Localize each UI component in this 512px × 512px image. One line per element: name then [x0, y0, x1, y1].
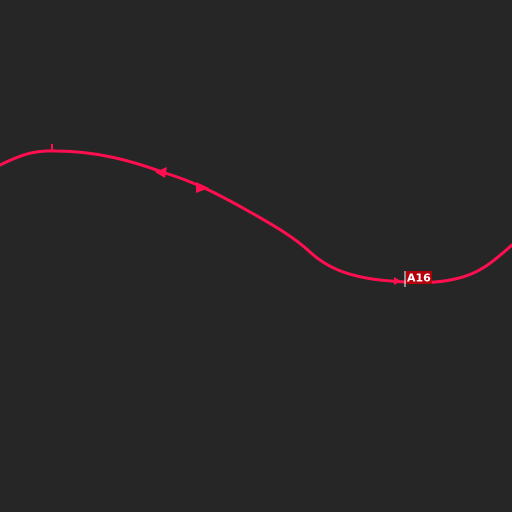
road-line[interactable] [0, 149, 512, 284]
road-a16[interactable]: A16 [0, 144, 512, 287]
direction-arrow-left-icon [155, 167, 167, 178]
direction-arrow-right-icon [196, 182, 209, 193]
road-shield-a16[interactable]: A16 [406, 271, 432, 285]
road-shield-background [406, 271, 432, 284]
direction-arrow-small-icon [394, 277, 401, 285]
road-shield-label: A16 [407, 272, 431, 285]
